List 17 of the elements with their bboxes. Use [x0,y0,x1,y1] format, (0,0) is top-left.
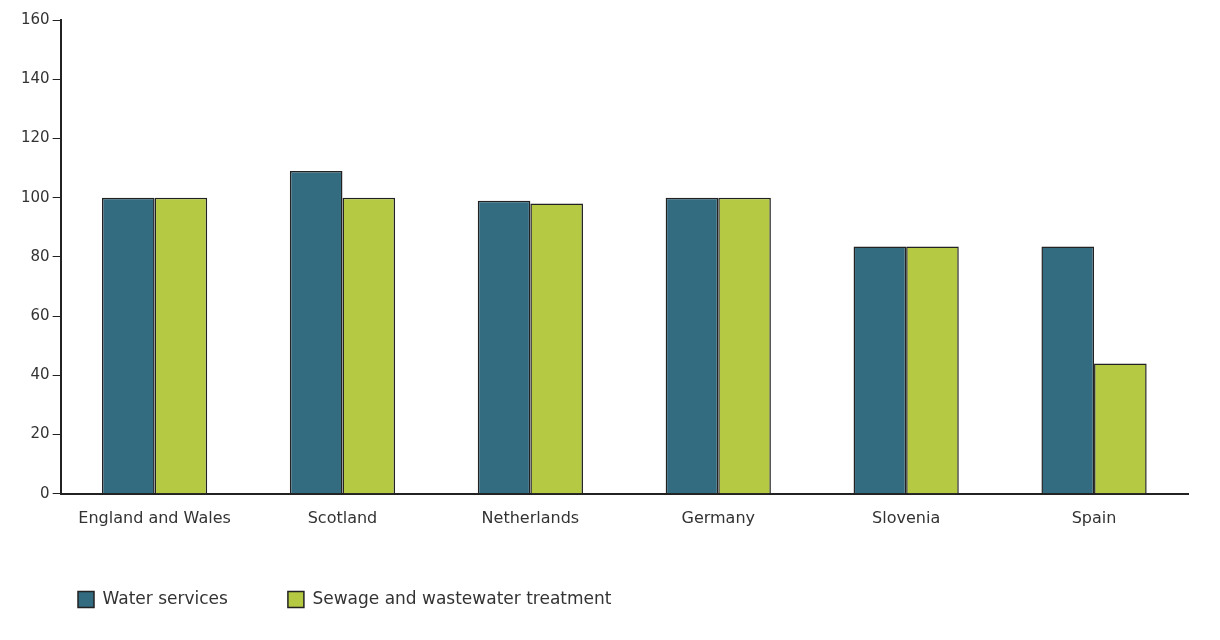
x-tick-label: Germany [681,507,756,527]
x-tick-label: Netherlands [481,507,580,527]
y-tick-label: 0 [40,483,50,502]
y-tick-label: 140 [20,69,50,88]
x-tick-label: Scotland [307,507,378,527]
x-tick-label: England and Wales [78,507,231,527]
legend-label: Sewage and wastewater treatment [312,587,612,608]
y-tick-label: 20 [30,424,50,443]
y-tick-label: 100 [20,187,50,206]
x-tick-label: Slovenia [872,507,941,527]
y-tick-label: 60 [30,306,50,325]
y-tick-label: 120 [20,128,50,147]
y-tick-label: 80 [30,246,50,265]
x-tick-label: Spain [1071,507,1117,527]
legend-label: Water services [102,587,229,608]
y-tick-label: 40 [30,365,50,384]
y-tick-label: 160 [20,9,50,28]
